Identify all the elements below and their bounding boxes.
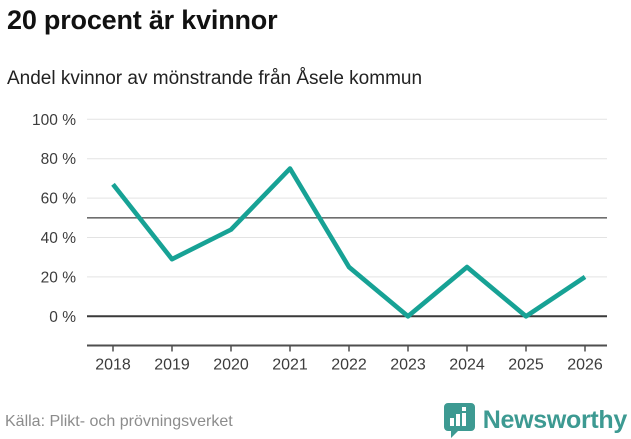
ytick-label-80: 80 % <box>41 151 77 168</box>
ytick-label-60: 60 % <box>41 191 77 208</box>
xtick-label-2023: 2023 <box>390 357 426 374</box>
xtick-label-2024: 2024 <box>449 357 485 374</box>
source-note: Källa: Plikt- och prövningsverket <box>5 413 233 430</box>
xtick-label-2025: 2025 <box>508 357 544 374</box>
newsworthy-badge-icon <box>443 403 475 438</box>
xtick-label-2019: 2019 <box>154 357 190 374</box>
ytick-label-40: 40 % <box>41 230 77 247</box>
chart-canvas: 0 % 20 % 40 % 60 % 80 % 100 % 2018 2019 2020 2021… <box>32 112 607 374</box>
xtick-label-2026: 2026 <box>567 357 603 374</box>
newsworthy-wordmark: Newsworthy <box>482 405 628 434</box>
data-line-series <box>111 166 587 319</box>
xtick-label-2022: 2022 <box>331 357 367 374</box>
ytick-label-100: 100 % <box>32 112 76 129</box>
xtick-label-2018: 2018 <box>95 357 131 374</box>
ytick-label-20: 20 % <box>41 269 77 286</box>
xtick-label-2021: 2021 <box>272 357 308 374</box>
newsworthy-logo[interactable]: Newsworthy <box>443 402 627 438</box>
xtick-label-2020: 2020 <box>213 357 249 374</box>
chart-subtitle: Andel kvinnor av mönstrande från Åsele k… <box>7 68 423 89</box>
ytick-label-0: 0 % <box>49 309 76 326</box>
line-chart: 0 % 20 % 40 % 60 % 80 % 100 % 2018 2019 2020 2021… <box>0 105 631 398</box>
page-title: 20 procent är kvinnor <box>7 5 278 35</box>
